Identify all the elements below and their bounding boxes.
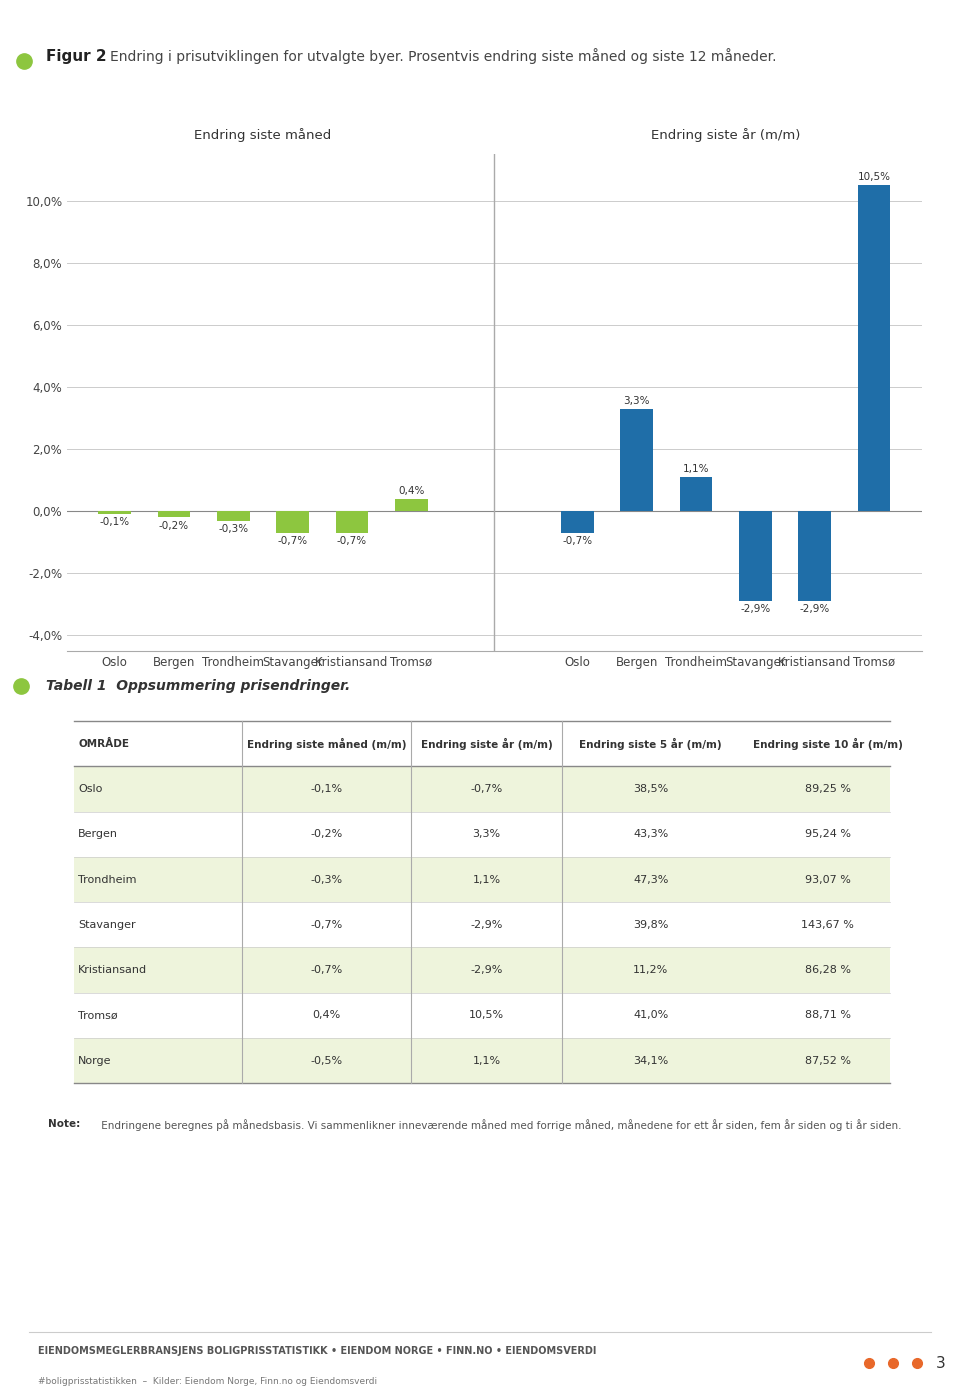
Bar	[395, 498, 427, 511]
Text: Endring siste måned: Endring siste måned	[194, 127, 331, 141]
FancyBboxPatch shape	[74, 721, 891, 766]
Bar	[217, 511, 250, 521]
Text: Stavanger: Stavanger	[79, 920, 136, 930]
Text: Tabell 1  Oppsummering prisendringer.: Tabell 1 Oppsummering prisendringer.	[46, 679, 350, 693]
Text: #boligprisstatistikken  –  Kilder: Eiendom Norge, Finn.no og Eiendomsverdi: #boligprisstatistikken – Kilder: Eiendom…	[38, 1378, 377, 1386]
FancyBboxPatch shape	[74, 1037, 891, 1084]
Text: 10,5%: 10,5%	[468, 1011, 504, 1021]
Bar	[98, 511, 131, 514]
FancyBboxPatch shape	[74, 902, 891, 948]
Text: -0,3%: -0,3%	[311, 875, 343, 885]
Text: Trondheim: Trondheim	[79, 875, 136, 885]
Bar	[562, 511, 594, 533]
Bar	[336, 511, 369, 533]
Text: -0,7%: -0,7%	[470, 784, 503, 794]
Text: 89,25 %: 89,25 %	[804, 784, 851, 794]
Text: Endring siste 5 år (m/m): Endring siste 5 år (m/m)	[579, 738, 722, 749]
Text: Endring siste 10 år (m/m): Endring siste 10 år (m/m)	[753, 738, 902, 749]
Text: 93,07 %: 93,07 %	[804, 875, 851, 885]
Text: Endring i prisutviklingen for utvalgte byer. Prosentvis endring siste måned og s: Endring i prisutviklingen for utvalgte b…	[110, 48, 777, 64]
FancyBboxPatch shape	[74, 812, 891, 857]
Text: 86,28 %: 86,28 %	[804, 965, 851, 976]
Bar	[858, 185, 891, 511]
Bar	[739, 511, 772, 602]
Text: 0,4%: 0,4%	[313, 1011, 341, 1021]
Bar	[799, 511, 831, 602]
Text: OMRÅDE: OMRÅDE	[79, 739, 130, 749]
Text: -0,7%: -0,7%	[310, 920, 343, 930]
Text: 39,8%: 39,8%	[633, 920, 668, 930]
Text: -0,5%: -0,5%	[311, 1056, 343, 1065]
Text: 3: 3	[936, 1355, 946, 1371]
Text: 34,1%: 34,1%	[633, 1056, 668, 1065]
Text: -0,7%: -0,7%	[337, 536, 367, 546]
Text: Kristiansand: Kristiansand	[79, 965, 148, 976]
Bar	[157, 511, 190, 518]
Text: -2,9%: -2,9%	[470, 920, 503, 930]
Text: 47,3%: 47,3%	[633, 875, 668, 885]
Text: Oslo: Oslo	[79, 784, 103, 794]
Text: Endring siste måned (m/m): Endring siste måned (m/m)	[247, 738, 406, 749]
Text: -2,9%: -2,9%	[800, 605, 830, 615]
Text: 10,5%: 10,5%	[857, 172, 891, 182]
Text: Tromsø: Tromsø	[79, 1011, 118, 1021]
FancyBboxPatch shape	[74, 993, 891, 1037]
Text: 3,3%: 3,3%	[624, 396, 650, 406]
Bar	[680, 477, 712, 511]
Text: 1,1%: 1,1%	[472, 875, 500, 885]
Text: Norge: Norge	[79, 1056, 111, 1065]
FancyBboxPatch shape	[74, 766, 891, 812]
Text: 38,5%: 38,5%	[633, 784, 668, 794]
Text: -0,1%: -0,1%	[311, 784, 343, 794]
Text: -0,1%: -0,1%	[100, 518, 130, 528]
Text: Note:: Note:	[48, 1120, 81, 1130]
Text: -2,9%: -2,9%	[470, 965, 503, 976]
Text: Endringene beregnes på månedsbasis. Vi sammenlikner inneværende måned med forrig: Endringene beregnes på månedsbasis. Vi s…	[98, 1120, 901, 1131]
Text: 1,1%: 1,1%	[472, 1056, 500, 1065]
Text: 3,3%: 3,3%	[472, 829, 500, 839]
Text: 11,2%: 11,2%	[633, 965, 668, 976]
Text: -0,2%: -0,2%	[159, 521, 189, 531]
Text: 88,71 %: 88,71 %	[804, 1011, 851, 1021]
Text: 1,1%: 1,1%	[683, 463, 709, 475]
Text: 41,0%: 41,0%	[633, 1011, 668, 1021]
Text: Endring siste år (m/m): Endring siste år (m/m)	[651, 127, 801, 141]
FancyBboxPatch shape	[74, 948, 891, 993]
Text: Bergen: Bergen	[79, 829, 118, 839]
Text: -2,9%: -2,9%	[740, 605, 771, 615]
Text: 43,3%: 43,3%	[633, 829, 668, 839]
Text: 87,52 %: 87,52 %	[804, 1056, 851, 1065]
Text: 0,4%: 0,4%	[398, 486, 424, 496]
Bar	[620, 409, 653, 511]
Text: Figur 2: Figur 2	[46, 49, 107, 63]
Text: -0,3%: -0,3%	[218, 524, 249, 533]
FancyBboxPatch shape	[74, 857, 891, 902]
Text: EIENDOMSMEGLERBRANSJENS BOLIGPRISSTATISTIKK • EIENDOM NORGE • FINN.NO • EIENDOMS: EIENDOMSMEGLERBRANSJENS BOLIGPRISSTATIST…	[38, 1347, 597, 1357]
Text: -0,7%: -0,7%	[310, 965, 343, 976]
Text: 95,24 %: 95,24 %	[804, 829, 851, 839]
Text: -0,2%: -0,2%	[310, 829, 343, 839]
Text: -0,7%: -0,7%	[563, 536, 592, 546]
Text: -0,7%: -0,7%	[277, 536, 308, 546]
Text: Endring siste år (m/m): Endring siste år (m/m)	[420, 738, 552, 749]
Text: 143,67 %: 143,67 %	[802, 920, 854, 930]
Bar	[276, 511, 309, 533]
